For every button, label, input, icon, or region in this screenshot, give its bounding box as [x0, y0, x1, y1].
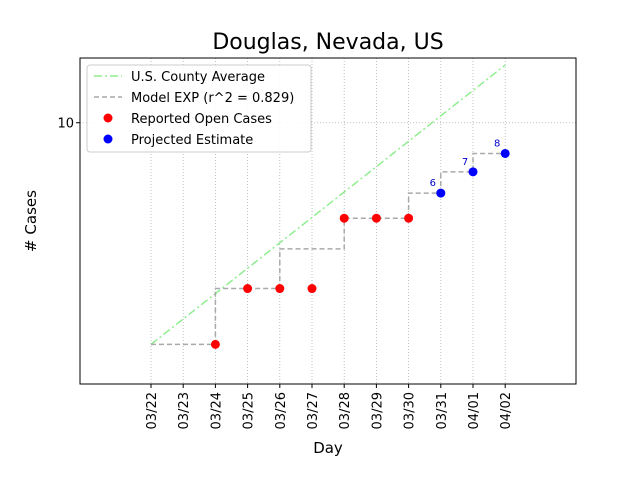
x-tick-label: 03/23	[177, 392, 192, 429]
legend: U.S. County Average Model EXP (r^2 = 0.82…	[86, 64, 312, 153]
reported-cases-point	[307, 284, 317, 294]
x-tick-label: 03/22	[145, 392, 160, 429]
reported-cases-point	[243, 284, 253, 294]
y-axis: 10	[57, 117, 80, 132]
x-tick-label: 03/25	[242, 392, 257, 429]
series-layer: 6 7 8	[150, 64, 510, 349]
county-average-line	[150, 64, 506, 345]
data-label: 7	[462, 157, 468, 168]
plot-frame	[79, 57, 577, 385]
reported-cases-point	[339, 213, 349, 223]
x-tick-label: 03/29	[370, 392, 385, 429]
data-label: 8	[494, 138, 500, 149]
legend-swatch-marker	[103, 134, 113, 144]
x-tick-label: 04/02	[499, 392, 514, 429]
reported-cases-point	[210, 339, 220, 349]
projected-estimate-point	[436, 188, 446, 198]
x-tick-label: 03/28	[338, 392, 353, 429]
projected-estimate-point	[468, 167, 478, 177]
data-label: 6	[430, 178, 436, 189]
legend-swatch-marker	[103, 113, 113, 123]
x-tick-label: 03/26	[274, 392, 289, 429]
reported-cases-point	[371, 213, 381, 223]
legend-entry: Model EXP (r^2 = 0.829)	[131, 91, 294, 106]
x-tick-label: 04/01	[467, 392, 482, 429]
x-tick-label: 03/31	[435, 392, 450, 429]
x-tick-label: 03/30	[403, 392, 418, 429]
legend-entry: Reported Open Cases	[131, 112, 272, 127]
x-axis-label: Day	[313, 439, 343, 457]
x-tick-label: 03/24	[209, 392, 224, 429]
x-tick-label: 03/27	[306, 392, 321, 429]
model-exp-line	[151, 152, 506, 346]
reported-cases-point	[404, 213, 414, 223]
chart-title: Douglas, Nevada, US	[212, 30, 443, 55]
reported-cases-point	[275, 284, 285, 294]
legend-entry: U.S. County Average	[131, 70, 265, 85]
x-axis: 03/22 03/23 03/24 03/25 03/26 03/27 03/28 03/29…	[145, 384, 514, 429]
projected-estimate-point	[500, 148, 510, 158]
legend-box	[86, 64, 312, 153]
y-tick-label: 10	[57, 117, 74, 132]
legend-entry: Projected Estimate	[131, 133, 253, 148]
y-axis-label: # Cases	[22, 190, 40, 252]
